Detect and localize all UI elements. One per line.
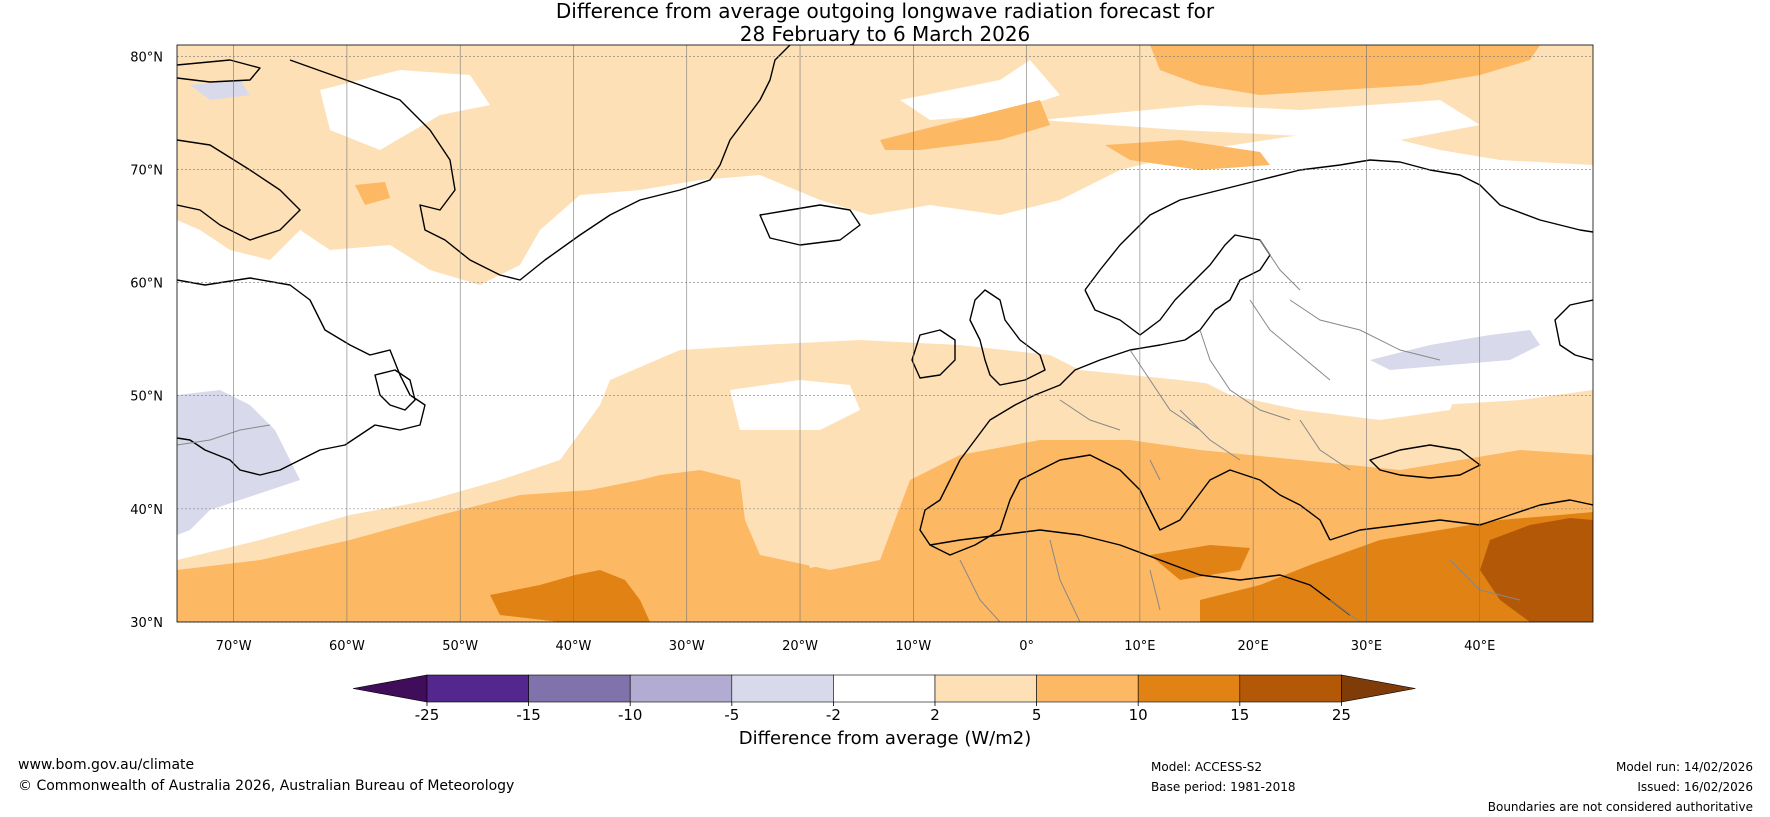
colorbar-tick-label: 25 (1332, 706, 1351, 724)
longitude-label: 40°W (556, 639, 592, 654)
latitude-label: 50°N (130, 390, 163, 405)
coastlines (177, 45, 1593, 616)
footer-copyright: © Commonwealth of Australia 2026, Austra… (18, 778, 515, 794)
colorbar-swatch (629, 674, 733, 703)
latitude-label: 80°N (130, 50, 163, 65)
footer-disclaimer: Boundaries are not considered authoritat… (1487, 800, 1753, 814)
chart-title: Difference from average outgoing longwav… (0, 0, 1770, 46)
anomaly-field-arctic-moderate-3 (1105, 140, 1270, 170)
anomaly-field-negative-canada (190, 80, 250, 100)
footer-run-info: Model run: 14/02/2026 Issued: 16/02/2026… (1488, 757, 1753, 817)
graticule-longitudes (233, 45, 1481, 622)
boundary-lines-europe (1059, 239, 1441, 481)
map-panel: 80°N 70°N 60°N 50°N 40°N 30°N 70°W 60°W 50°W 40°… (130, 44, 1594, 654)
footer-model-info: Model: ACCESS-S2 Base period: 1981-2018 (1151, 757, 1296, 797)
colorbar-title: Difference from average (W/m2) (738, 728, 1032, 749)
coastline-greenland (289, 45, 791, 281)
colorbar-swatch (426, 674, 529, 703)
anomaly-field-extreme-middle-east (1480, 518, 1593, 622)
coastline-caspian (1554, 299, 1593, 361)
colorbar-extension-low (352, 674, 428, 703)
title-line-1: Difference from average outgoing longwav… (555, 0, 1215, 23)
anomaly-fields (177, 45, 1593, 622)
coastline-scandinavia (1084, 159, 1593, 291)
anomaly-field-south-neutral-1 (730, 380, 860, 430)
colorbar-tick-label: 15 (1230, 706, 1249, 724)
colorbar-swatch (934, 674, 1037, 703)
longitude-label: 20°W (782, 639, 818, 654)
longitude-label: 0° (1019, 639, 1034, 654)
colorbar-ticks: -25 -15 -10 -5 -2 2 5 10 15 25 (415, 702, 1351, 724)
colorbar-tick-label: 2 (930, 706, 940, 724)
longitude-label: 70°W (216, 639, 252, 654)
anomaly-field-arctic-neutral-3 (1040, 100, 1480, 140)
anomaly-field-arctic (177, 45, 1593, 285)
anomaly-field-south-moderate-light-island (800, 540, 845, 568)
colorbar-tick-label: -25 (415, 706, 440, 724)
longitude-label: 40°E (1464, 639, 1495, 654)
latitude-label: 30°N (130, 616, 163, 631)
longitude-label: 20°E (1238, 639, 1269, 654)
colorbar-tick-label: -10 (618, 706, 643, 724)
footer-left: www.bom.gov.au/climate © Commonwealth of… (18, 755, 514, 797)
anomaly-field-arctic-neutral-1 (320, 70, 490, 150)
footer-model-run: Model run: 14/02/2026 (1615, 760, 1753, 774)
longitude-labels: 70°W 60°W 50°W 40°W 30°W 20°W 10°W 0° 10°E 20°E 30… (216, 639, 1496, 654)
footer-model: Model: ACCESS-S2 (1151, 760, 1263, 774)
anomaly-field-negative-russia (1370, 330, 1540, 370)
anomaly-field-arctic-moderate-2 (1150, 45, 1540, 95)
anomaly-field-negative-north-america (177, 390, 300, 535)
coastline-great-britain (969, 289, 1046, 386)
longitude-label: 60°W (329, 639, 365, 654)
colorbar-swatch (1036, 674, 1139, 703)
footer-website: www.bom.gov.au/climate (18, 757, 195, 773)
latitude-label: 40°N (130, 503, 163, 518)
coastline-canada-arctic-2 (177, 139, 301, 241)
colorbar-tick-label: -5 (724, 706, 739, 724)
anomaly-field-arctic-moderate-4 (355, 182, 390, 205)
longitude-label: 10°W (895, 639, 931, 654)
colorbar-swatch (833, 674, 936, 703)
colorbar-swatches (352, 674, 1416, 703)
coastline-baltic (1084, 234, 1271, 341)
longitude-label: 30°W (669, 639, 705, 654)
coastline-canada-arctic-1 (177, 59, 261, 83)
anomaly-field-europe-neutral (1160, 300, 1470, 420)
coastline-western-europe (919, 339, 1331, 556)
anomaly-field-arctic-moderate-1 (880, 100, 1050, 150)
colorbar-tick-label: -2 (826, 706, 841, 724)
colorbar-tick-label: 5 (1032, 706, 1042, 724)
latitude-labels: 80°N 70°N 60°N 50°N 40°N 30°N (130, 50, 163, 631)
footer-base-period: Base period: 1981-2018 (1151, 780, 1296, 794)
longitude-label: 10°E (1124, 639, 1155, 654)
colorbar-swatch (1137, 674, 1241, 703)
coastline-labrador (177, 277, 426, 476)
footer-issued: Issued: 16/02/2026 (1637, 780, 1753, 794)
boundary-lines-northamerica (177, 424, 271, 446)
country-boundaries (177, 239, 1521, 622)
coastline-black-sea (1369, 444, 1481, 479)
colorbar-tick-label: 10 (1129, 706, 1148, 724)
boundary-lines-africa (959, 539, 1521, 622)
anomaly-field-strong-atlantic (490, 570, 650, 622)
anomaly-field-strong-ne-africa (1150, 545, 1250, 580)
longitude-label: 30°E (1351, 639, 1382, 654)
latitude-label: 60°N (130, 277, 163, 292)
colorbar-swatch (731, 674, 834, 703)
colorbar-extension-high (1341, 674, 1416, 703)
anomaly-field-south-moderate (177, 440, 1593, 622)
coastline-north-africa (929, 529, 1351, 616)
colorbar-swatch (1239, 674, 1342, 703)
colorbar: -25 -15 -10 -5 -2 2 5 10 15 25 (352, 674, 1416, 724)
coastline-newfoundland (374, 369, 416, 411)
colorbar-swatch (528, 674, 631, 703)
colorbar-tick-label: -15 (516, 706, 541, 724)
title-line-2: 28 February to 6 March 2026 (739, 22, 1031, 46)
map-frame (176, 44, 1594, 623)
longitude-label: 50°W (442, 639, 478, 654)
latitude-label: 70°N (130, 163, 163, 178)
